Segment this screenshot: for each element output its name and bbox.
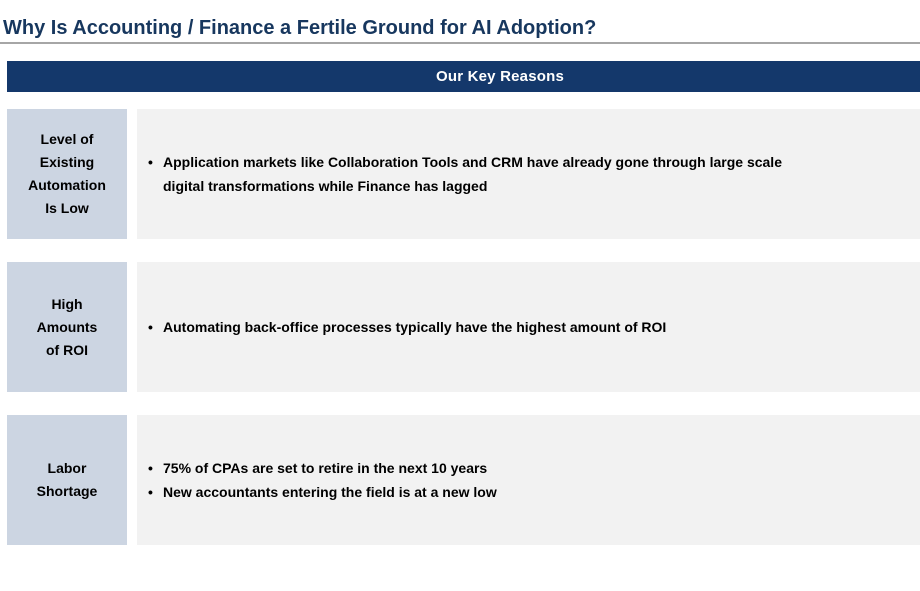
- slide-title: Why Is Accounting / Finance a Fertile Gr…: [3, 17, 597, 39]
- reason-content-roi: • Automating back-office processes typic…: [137, 262, 920, 392]
- title-underline: [0, 42, 920, 44]
- bullet-item: • 75% of CPAs are set to retire in the n…: [148, 456, 920, 480]
- bullet-text: Application markets like Collaboration T…: [163, 154, 782, 194]
- reason-label-labor: Labor Shortage: [7, 415, 127, 545]
- bullet-icon: •: [148, 460, 153, 476]
- reason-label-automation: Level of Existing Automation Is Low: [7, 109, 127, 239]
- bullet-item: • New accountants entering the field is …: [148, 480, 920, 504]
- key-reasons-banner: Our Key Reasons: [7, 61, 920, 92]
- bullet-icon: •: [148, 154, 153, 170]
- bullet-icon: •: [148, 319, 153, 335]
- reason-content-automation: • Application markets like Collaboration…: [137, 109, 920, 239]
- reason-row-labor: Labor Shortage • 75% of CPAs are set to r…: [7, 415, 920, 545]
- bullet-text: New accountants entering the field is at…: [163, 484, 497, 500]
- reason-content-labor: • 75% of CPAs are set to retire in the n…: [137, 415, 920, 545]
- reason-row-automation: Level of Existing Automation Is Low • Appli…: [7, 109, 920, 239]
- bullet-text: Automating back-office processes typical…: [163, 319, 667, 335]
- banner-label: Our Key Reasons: [435, 68, 565, 85]
- bullet-icon: •: [148, 484, 153, 500]
- slide-canvas: Why Is Accounting / Finance a Fertile Gr…: [0, 16, 920, 545]
- bullet-text: 75% of CPAs are set to retire in the nex…: [163, 460, 488, 476]
- bullet-item: • Automating back-office processes typic…: [148, 315, 920, 339]
- reason-label-roi: High Amounts of ROI: [7, 262, 127, 392]
- reason-row-roi: High Amounts of ROI • Automating back-offi…: [7, 262, 920, 392]
- bullet-item: • Application markets like Collaboration…: [148, 150, 920, 198]
